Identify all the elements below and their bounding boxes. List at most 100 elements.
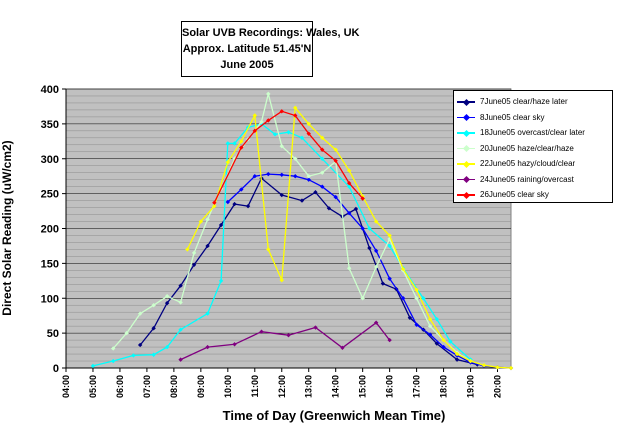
data-point bbox=[90, 363, 96, 369]
data-point bbox=[434, 316, 440, 322]
data-point bbox=[387, 337, 392, 343]
data-point bbox=[266, 247, 271, 252]
y-axis-title: Direct Solar Reading (uW/cm2) bbox=[0, 140, 14, 316]
data-point bbox=[299, 135, 305, 141]
series-5 bbox=[185, 105, 514, 371]
data-point bbox=[178, 300, 183, 305]
legend-entry: 22June05 hazy/cloud/clear bbox=[454, 156, 612, 172]
x-tick-label: 12:00 bbox=[277, 375, 287, 398]
data-point bbox=[414, 287, 419, 293]
data-point bbox=[387, 243, 392, 249]
x-tick-label: 19:00 bbox=[466, 375, 476, 398]
data-point bbox=[495, 365, 500, 370]
x-axis-title: Time of Day (Greenwich Mean Time) bbox=[222, 408, 446, 423]
data-point bbox=[205, 344, 210, 350]
y-tick-label: 200 bbox=[41, 224, 59, 236]
y-tick-label: 0 bbox=[53, 363, 59, 375]
data-point bbox=[239, 187, 244, 192]
data-point bbox=[131, 353, 136, 358]
chart-title-line-3: June 2005 bbox=[220, 59, 274, 71]
data-point bbox=[266, 91, 271, 97]
y-tick-label: 250 bbox=[41, 189, 59, 201]
legend-label: 7June05 clear/haze later bbox=[480, 97, 568, 106]
legend-label: 24June05 raining/overcast bbox=[480, 174, 574, 184]
data-point bbox=[441, 337, 446, 343]
chart-title: Solar UVB Recordings: Wales, UK Approx. … bbox=[181, 21, 360, 77]
data-point bbox=[333, 147, 338, 152]
data-point bbox=[427, 323, 433, 329]
data-point bbox=[266, 118, 271, 123]
data-point bbox=[259, 119, 264, 124]
series-line bbox=[227, 173, 512, 369]
legend-label: 18June05 overcast/clear later bbox=[480, 128, 585, 137]
data-point bbox=[252, 113, 257, 118]
data-point bbox=[232, 156, 237, 161]
data-point bbox=[205, 217, 210, 222]
data-point bbox=[306, 131, 311, 136]
data-point bbox=[205, 311, 210, 316]
x-tick-label: 13:00 bbox=[304, 375, 314, 398]
data-point bbox=[320, 147, 325, 152]
series-6 bbox=[178, 320, 392, 362]
data-point bbox=[279, 143, 284, 149]
data-point bbox=[191, 250, 197, 256]
data-point bbox=[421, 296, 426, 301]
data-point bbox=[259, 329, 264, 334]
data-point bbox=[367, 226, 372, 231]
data-point bbox=[279, 172, 284, 177]
data-point bbox=[313, 325, 318, 330]
legend-marker bbox=[462, 129, 470, 137]
data-point bbox=[245, 203, 251, 209]
data-point bbox=[320, 184, 325, 189]
data-point bbox=[232, 141, 237, 146]
series-lines bbox=[90, 91, 514, 371]
axes: 0 50 100 150 200 250 300 350 400 04:00 05:00 06:00 0… bbox=[41, 84, 511, 398]
data-point bbox=[293, 113, 298, 118]
data-point bbox=[360, 196, 365, 201]
x-tick-label: 18:00 bbox=[439, 375, 449, 398]
x-tick-label: 10:00 bbox=[223, 375, 233, 398]
legend-entry: 18June05 overcast/clear later bbox=[454, 125, 612, 141]
data-point bbox=[454, 351, 460, 357]
data-point bbox=[373, 320, 379, 325]
series-7 bbox=[212, 109, 365, 205]
data-point bbox=[320, 135, 325, 141]
data-point bbox=[279, 277, 284, 283]
data-point bbox=[360, 226, 365, 231]
data-point bbox=[151, 303, 156, 308]
data-point bbox=[286, 130, 291, 135]
legend-label: 22June05 hazy/cloud/clear bbox=[480, 159, 576, 168]
data-point bbox=[306, 177, 311, 182]
x-tick-label: 08:00 bbox=[169, 375, 179, 398]
data-point bbox=[320, 156, 325, 161]
data-point bbox=[400, 296, 406, 301]
x-tick-label: 11:00 bbox=[250, 375, 260, 398]
data-point bbox=[164, 300, 170, 306]
data-point bbox=[137, 311, 143, 316]
series-2 bbox=[225, 171, 514, 371]
data-point bbox=[272, 132, 278, 137]
data-point bbox=[137, 342, 143, 348]
data-point bbox=[441, 344, 446, 350]
x-tick-label: 14:00 bbox=[331, 375, 341, 398]
data-point bbox=[232, 342, 237, 347]
data-point bbox=[212, 203, 217, 209]
chart-title-line-1: Solar UVB Recordings: Wales, UK bbox=[182, 27, 360, 39]
data-point bbox=[252, 173, 257, 179]
data-point bbox=[346, 266, 352, 271]
data-point bbox=[306, 173, 311, 179]
data-point bbox=[286, 333, 291, 338]
legend-marker bbox=[462, 113, 470, 122]
data-point bbox=[225, 199, 231, 205]
legend-entry: 26June05 clear sky bbox=[454, 187, 612, 203]
chart-legend: 7June05 clear/haze later 8June05 clear sk… bbox=[453, 90, 613, 203]
data-point bbox=[353, 206, 359, 212]
data-point bbox=[299, 198, 305, 203]
data-point bbox=[360, 296, 365, 301]
data-point bbox=[414, 322, 419, 327]
y-tick-label: 100 bbox=[41, 293, 59, 305]
data-point bbox=[205, 243, 210, 249]
legend-label: 8June05 clear sky bbox=[480, 112, 545, 122]
y-tick-label: 400 bbox=[41, 84, 59, 96]
